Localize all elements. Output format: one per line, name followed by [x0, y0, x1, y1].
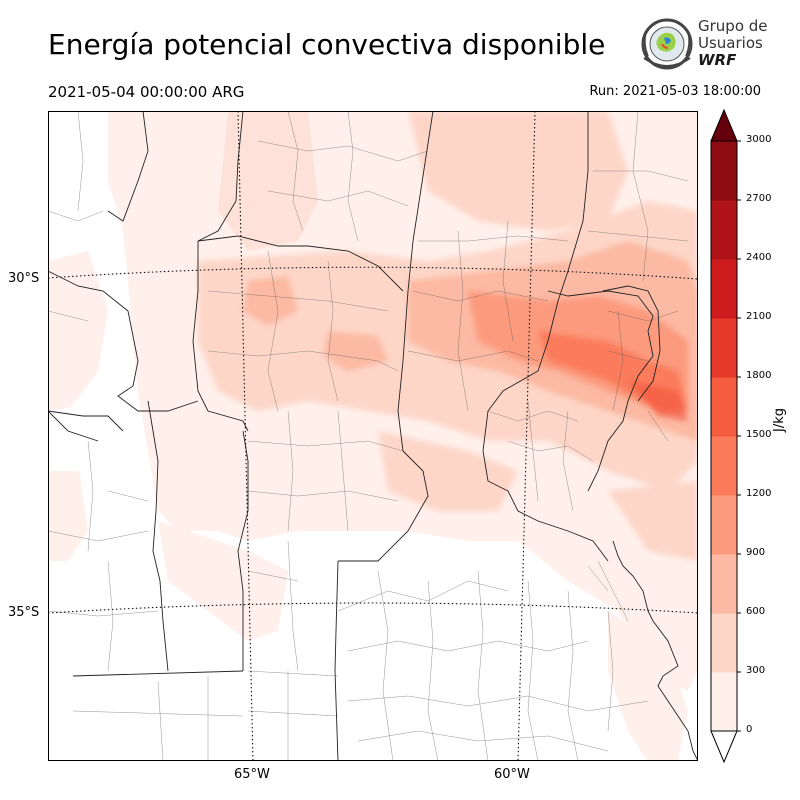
colorbar-tick-label: 1500: [746, 429, 772, 440]
colorbar-tick-label: 900: [746, 547, 766, 558]
lon-label-60w: 60°W: [494, 767, 530, 782]
cape-map: [48, 111, 698, 761]
colorbar-bin: [711, 436, 737, 496]
cape-field-zero: [48, 401, 648, 761]
colorbar-under-extend: [710, 730, 738, 764]
map-title: Energía potencial convectiva disponible: [48, 28, 606, 61]
colorbar-tick-label: 0: [746, 724, 753, 735]
lat-label-30s: 30°S: [8, 271, 40, 286]
globe-seal-icon: [641, 18, 693, 70]
cape-field-peak: [468, 291, 688, 421]
colorbar-tick-label: 300: [746, 665, 766, 676]
colorbar-over-extend: [710, 108, 738, 142]
colorbar-bin: [711, 613, 737, 673]
lon-label-65w: 65°W: [234, 767, 270, 782]
colorbar-unit: J/kg: [772, 408, 787, 432]
run-time: Run: 2021-05-03 18:00:00: [589, 84, 761, 99]
colorbar-bin: [711, 495, 737, 555]
logo-line-3: WRF: [698, 51, 737, 69]
colorbar-tick-label: 600: [746, 606, 766, 617]
department-borders: [48, 111, 689, 761]
lat-label-35s: 35°S: [8, 605, 40, 620]
graticule: [48, 111, 698, 761]
colorbar-bin: [711, 672, 737, 732]
logo-line-2: Usuarios: [698, 34, 763, 52]
colorbar-tick-label: 2700: [746, 193, 772, 204]
colorbar-tick-label: 2100: [746, 311, 772, 322]
colorbar-tick-label: 1200: [746, 488, 772, 499]
map-frame: [48, 111, 698, 761]
colorbar-bin: [711, 318, 737, 378]
colorbar-bin: [711, 259, 737, 319]
colorbar-tick-label: 2400: [746, 252, 772, 263]
colorbar-bin: [711, 554, 737, 614]
logo-line-1: Grupo de: [698, 17, 768, 35]
wrf-users-logo: Grupo de Usuarios WRF: [638, 14, 768, 76]
colorbar-bin: [711, 141, 737, 201]
colorbar-bin: [711, 377, 737, 437]
colorbar-tick-label: 1800: [746, 370, 772, 381]
colorbar-bin: [711, 200, 737, 260]
colorbar: [710, 108, 741, 764]
valid-time: 2021-05-04 00:00:00 ARG: [48, 83, 245, 101]
coastline: [612, 540, 698, 761]
colorbar-tick-label: 3000: [746, 134, 772, 145]
